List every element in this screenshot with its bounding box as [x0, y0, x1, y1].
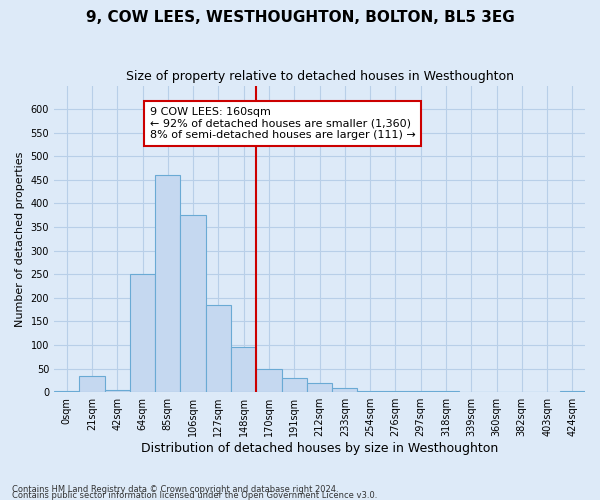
- Text: Contains HM Land Registry data © Crown copyright and database right 2024.: Contains HM Land Registry data © Crown c…: [12, 485, 338, 494]
- Text: 9, COW LEES, WESTHOUGHTON, BOLTON, BL5 3EG: 9, COW LEES, WESTHOUGHTON, BOLTON, BL5 3…: [86, 10, 514, 25]
- Bar: [332, 388, 358, 392]
- Text: Contains public sector information licensed under the Open Government Licence v3: Contains public sector information licen…: [12, 491, 377, 500]
- Bar: [256, 368, 281, 392]
- Y-axis label: Number of detached properties: Number of detached properties: [15, 151, 25, 326]
- Bar: [281, 378, 307, 392]
- Bar: [130, 274, 155, 392]
- Bar: [206, 305, 231, 392]
- Bar: [181, 216, 206, 392]
- Bar: [358, 391, 383, 392]
- Bar: [79, 376, 104, 392]
- Bar: [307, 383, 332, 392]
- Bar: [231, 348, 256, 392]
- Bar: [104, 390, 130, 392]
- Bar: [155, 175, 181, 392]
- X-axis label: Distribution of detached houses by size in Westhoughton: Distribution of detached houses by size …: [141, 442, 498, 455]
- Text: 9 COW LEES: 160sqm
← 92% of detached houses are smaller (1,360)
8% of semi-detac: 9 COW LEES: 160sqm ← 92% of detached hou…: [149, 107, 415, 140]
- Title: Size of property relative to detached houses in Westhoughton: Size of property relative to detached ho…: [125, 70, 514, 83]
